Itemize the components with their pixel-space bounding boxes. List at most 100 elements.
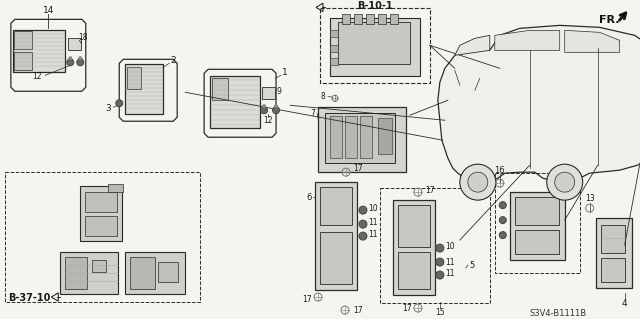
Text: FR.: FR. — [600, 15, 620, 25]
Text: 1: 1 — [282, 68, 288, 77]
Bar — [68, 38, 81, 50]
Text: 11: 11 — [445, 269, 454, 278]
Bar — [398, 252, 430, 289]
Bar — [354, 14, 362, 24]
Circle shape — [359, 206, 367, 214]
Bar — [125, 252, 185, 294]
Bar — [158, 262, 178, 282]
Bar — [601, 225, 625, 253]
Bar — [85, 216, 117, 236]
Circle shape — [359, 232, 367, 240]
Bar — [14, 52, 33, 70]
Text: 2: 2 — [170, 56, 176, 65]
Text: 17: 17 — [353, 306, 363, 315]
Text: 11: 11 — [368, 218, 378, 226]
Circle shape — [468, 172, 488, 192]
Text: 16: 16 — [495, 166, 505, 175]
Circle shape — [436, 244, 444, 252]
Circle shape — [262, 105, 266, 108]
Text: 7: 7 — [310, 109, 316, 118]
Bar — [330, 116, 342, 158]
Text: 12: 12 — [263, 116, 273, 125]
Text: 14: 14 — [43, 6, 54, 15]
Bar — [398, 205, 430, 247]
Text: 13: 13 — [585, 194, 595, 203]
Bar — [360, 116, 372, 158]
Bar — [330, 30, 338, 37]
Bar — [320, 187, 352, 225]
Bar — [366, 14, 374, 24]
Bar — [320, 8, 430, 83]
Polygon shape — [316, 3, 323, 11]
Bar — [342, 14, 350, 24]
Bar — [378, 14, 386, 24]
Circle shape — [116, 100, 123, 107]
Circle shape — [436, 258, 444, 266]
Circle shape — [275, 105, 278, 108]
Circle shape — [79, 57, 82, 60]
Text: 9: 9 — [276, 87, 282, 96]
Bar — [210, 76, 260, 128]
Text: 18: 18 — [79, 33, 88, 42]
Polygon shape — [495, 30, 560, 50]
Bar — [515, 230, 559, 254]
Circle shape — [499, 202, 506, 209]
Text: B-10-1: B-10-1 — [357, 1, 393, 11]
Bar — [80, 186, 122, 241]
Bar — [338, 22, 410, 64]
Text: S3V4-B1111B: S3V4-B1111B — [530, 308, 587, 317]
Polygon shape — [564, 30, 620, 52]
Bar — [320, 232, 352, 284]
Bar — [318, 107, 406, 172]
Polygon shape — [51, 293, 58, 301]
Bar — [601, 258, 625, 282]
Text: 17: 17 — [425, 186, 435, 195]
Bar — [345, 116, 357, 158]
Text: 12: 12 — [33, 72, 42, 81]
Text: 4: 4 — [622, 299, 627, 308]
Bar — [125, 64, 163, 114]
Circle shape — [499, 217, 506, 224]
Bar — [108, 184, 124, 192]
Text: 17: 17 — [353, 164, 363, 173]
Bar — [60, 252, 118, 294]
Text: 10: 10 — [368, 204, 378, 213]
Circle shape — [260, 107, 268, 114]
Text: 3: 3 — [106, 104, 111, 113]
Polygon shape — [455, 35, 490, 55]
Bar — [92, 260, 106, 272]
Circle shape — [547, 164, 582, 200]
Circle shape — [436, 271, 444, 279]
Bar — [130, 257, 155, 289]
Bar — [510, 192, 564, 260]
Polygon shape — [438, 25, 640, 182]
Text: B-37-10: B-37-10 — [8, 293, 51, 303]
Text: 17: 17 — [302, 294, 312, 303]
Circle shape — [359, 220, 367, 228]
Bar — [212, 78, 228, 100]
Bar — [596, 218, 632, 288]
Circle shape — [460, 164, 496, 200]
Text: 15: 15 — [435, 308, 445, 316]
Bar — [13, 30, 65, 72]
Bar — [515, 197, 559, 225]
Bar — [330, 58, 338, 65]
Circle shape — [499, 232, 506, 239]
Text: 6: 6 — [307, 193, 312, 202]
Bar — [330, 19, 420, 76]
Text: 11: 11 — [445, 257, 454, 267]
Bar — [495, 173, 580, 273]
Circle shape — [67, 59, 74, 66]
Bar — [262, 87, 275, 99]
Bar — [14, 31, 33, 49]
Bar — [65, 257, 87, 289]
Text: 5: 5 — [469, 261, 474, 270]
Circle shape — [68, 57, 72, 60]
Bar — [325, 113, 395, 163]
Bar — [5, 172, 200, 302]
Bar — [380, 188, 490, 303]
Circle shape — [77, 59, 84, 66]
Text: 10: 10 — [445, 241, 454, 251]
Bar — [330, 45, 338, 52]
Text: 8: 8 — [321, 92, 325, 101]
